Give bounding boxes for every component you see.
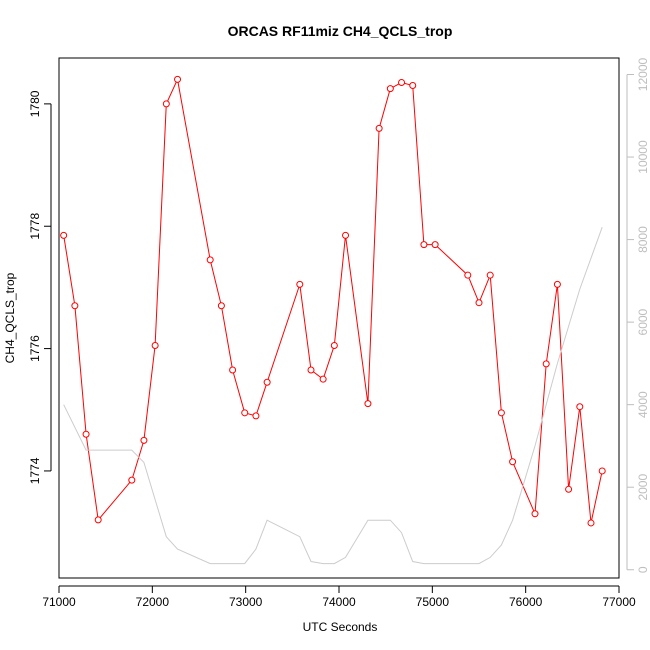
x-tick-label: 77000	[602, 595, 636, 609]
x-axis-label: UTC Seconds	[303, 620, 378, 634]
y-tick-label-right: 2000	[636, 474, 650, 501]
data-point	[598, 467, 606, 475]
y-tick-label-left: 1776	[28, 335, 42, 362]
y-tick-label-right: 10000	[636, 140, 650, 174]
y-tick-label-left: 1774	[28, 457, 42, 484]
y-tick-label-right: 12000	[636, 58, 650, 92]
y-tick-label-right: 0	[636, 566, 650, 573]
plot-area: 71000 72000 73000 74000 75000 76000 77000 1774 1…	[28, 57, 650, 609]
data-point	[409, 82, 417, 90]
data-point	[576, 403, 584, 411]
data-point	[420, 241, 428, 249]
data-point	[342, 231, 350, 239]
y-tick-label-left: 1780	[28, 90, 42, 117]
data-point	[94, 516, 102, 524]
y-tick-label-left: 1778	[28, 213, 42, 240]
data-point	[319, 375, 327, 383]
data-point	[82, 430, 90, 438]
plot-frame	[58, 57, 620, 579]
y-tick-label-right: 8000	[636, 226, 650, 253]
x-tick-label: 72000	[136, 595, 170, 609]
x-tick-label: 76000	[509, 595, 543, 609]
data-point	[71, 302, 79, 310]
data-point	[486, 271, 494, 279]
data-point	[364, 400, 372, 408]
x-tick-label: 71000	[42, 595, 76, 609]
data-point	[475, 299, 483, 307]
data-point	[464, 271, 472, 279]
data-point	[140, 436, 148, 444]
data-point	[542, 360, 550, 368]
data-point	[229, 366, 237, 374]
x-tick-label: 73000	[229, 595, 263, 609]
data-point	[330, 342, 338, 350]
data-point	[252, 412, 260, 420]
y-tick-label-right: 6000	[636, 308, 650, 335]
data-point	[431, 241, 439, 249]
data-point	[241, 409, 249, 417]
data-point	[151, 342, 159, 350]
y-axis-label: CH4_QCLS_trop	[3, 272, 17, 363]
data-point	[60, 231, 68, 239]
series-right-line	[63, 227, 603, 565]
data-point	[398, 78, 406, 86]
data-point	[531, 510, 539, 518]
y-tick-label-right: 4000	[636, 391, 650, 418]
x-tick-label: 75000	[416, 595, 450, 609]
data-point	[375, 124, 383, 132]
x-tick-label: 74000	[322, 595, 356, 609]
data-point	[128, 476, 136, 484]
data-point	[217, 302, 225, 310]
data-point	[307, 366, 315, 374]
data-point	[497, 409, 505, 417]
data-point	[553, 280, 561, 288]
data-point	[296, 280, 304, 288]
data-point	[587, 519, 595, 527]
data-point	[263, 378, 271, 386]
data-point	[386, 85, 394, 93]
data-point	[565, 485, 573, 493]
data-point	[206, 256, 214, 264]
data-point	[162, 100, 170, 108]
data-point	[509, 458, 517, 466]
chart-title: ORCAS RF11miz CH4_QCLS_trop	[228, 23, 453, 39]
data-point	[174, 75, 182, 83]
